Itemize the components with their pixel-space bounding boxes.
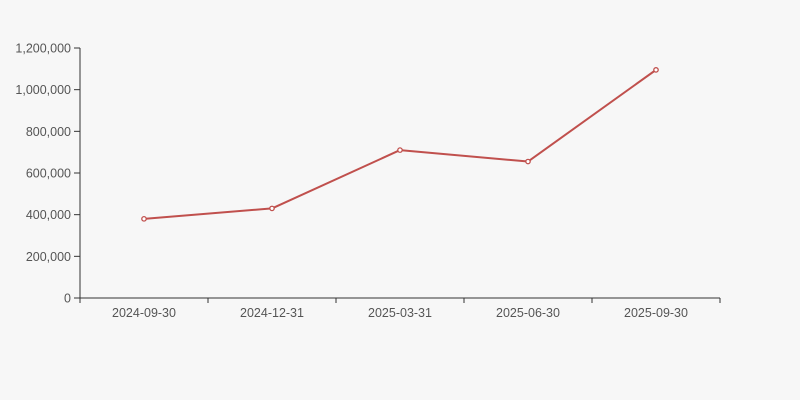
data-point-marker (141, 215, 147, 222)
y-axis-tick-label: 800,000 (26, 125, 71, 139)
data-point-marker (397, 147, 403, 153)
x-axis-tick-label: 2025-03-31 (368, 306, 432, 320)
y-axis-tick-label: 200,000 (26, 250, 71, 264)
series-line (143, 68, 657, 220)
y-axis-tick-label: 1,200,000 (15, 42, 71, 56)
data-point-marker (269, 205, 275, 212)
y-axis-tick-label: 1,000,000 (15, 83, 71, 97)
data-point-marker (653, 67, 659, 73)
y-axis-tick-label: 0 (64, 292, 71, 306)
y-axis-tick-label: 400,000 (26, 208, 71, 222)
x-axis-tick-label: 2025-09-30 (624, 306, 688, 320)
y-axis-tick-label: 600,000 (26, 167, 71, 181)
x-axis-tick-label: 2025-06-30 (496, 306, 560, 320)
x-axis-tick-label: 2024-09-30 (112, 306, 176, 320)
data-point-marker (525, 158, 531, 165)
x-axis-tick-label: 2024-12-31 (240, 306, 304, 320)
